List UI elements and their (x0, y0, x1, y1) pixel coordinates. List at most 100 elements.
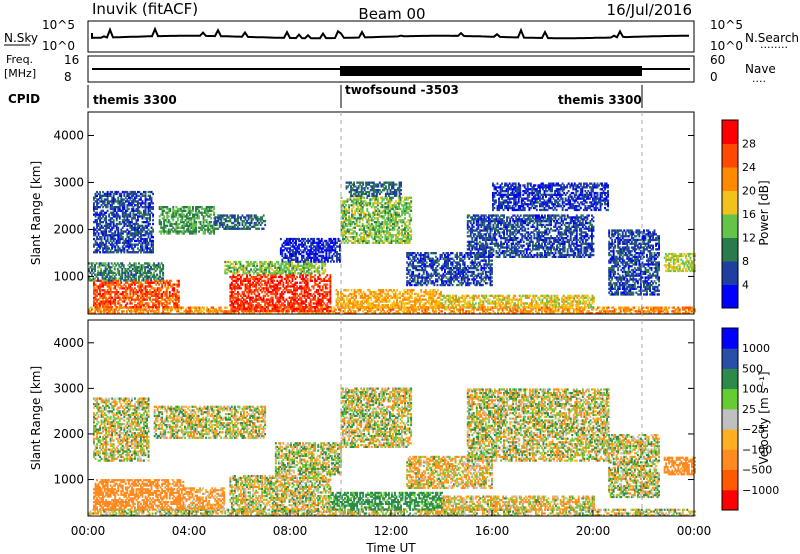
heatmap-cell (240, 261, 242, 263)
heatmap-cell (455, 295, 457, 297)
heatmap-cell (319, 285, 321, 287)
heatmap-cell (441, 310, 443, 312)
freq-label: Freq. (6, 53, 33, 66)
heatmap-cell (185, 210, 187, 212)
heatmap-cell (351, 289, 353, 291)
heatmap-cell (91, 307, 93, 309)
heatmap-cell (172, 206, 174, 208)
heatmap-cell (118, 270, 120, 272)
heatmap-cell (329, 306, 331, 308)
nave-band (340, 66, 642, 76)
heatmap-cell (485, 295, 487, 297)
heatmap-cell (210, 214, 212, 216)
heatmap-cell (178, 291, 180, 293)
heatmap-cell (271, 261, 273, 263)
heatmap-cell (99, 251, 101, 253)
heatmap-cell (583, 307, 585, 309)
heatmap-cell (170, 280, 172, 282)
cpid-segment-label: twofsound -3503 (345, 83, 459, 97)
heatmap-cell (213, 212, 215, 214)
heatmap-cell (478, 295, 480, 297)
heatmap-cell (382, 289, 384, 291)
heatmap-cell (234, 214, 236, 216)
heatmap-cell (529, 295, 531, 297)
heatmap-cell (490, 306, 492, 308)
freq-unit-label: [MHz] (4, 67, 36, 80)
heatmap-cell (277, 261, 279, 263)
heatmap-cell (508, 295, 510, 297)
heatmap-cell (126, 302, 128, 304)
heatmap-cell (126, 293, 128, 295)
heatmap-cell (417, 293, 419, 295)
nave-marker: .... (752, 72, 766, 85)
freq-tick-top: 16 (64, 53, 79, 67)
heatmap-cell (264, 220, 266, 222)
heatmap-cell (592, 306, 594, 308)
heatmap-cell (239, 222, 241, 224)
heatmap-cell (170, 306, 172, 308)
heatmap-cell (287, 310, 289, 312)
heatmap-cell (258, 228, 260, 230)
cpid-segment-label: themis 3300 (558, 93, 642, 107)
heatmap-cell (355, 310, 357, 312)
nsky-trace (92, 29, 689, 38)
heatmap-cell (551, 295, 553, 297)
heatmap-cell (117, 227, 119, 229)
heatmap-cell (120, 304, 122, 306)
heatmap-cell (148, 302, 150, 304)
heatmap-cell (337, 291, 339, 293)
heatmap-cell (318, 270, 320, 272)
heatmap-cell (108, 262, 110, 264)
heatmap-cell (296, 282, 298, 284)
heatmap-cell (291, 261, 293, 263)
heatmap-cell (169, 208, 171, 210)
heatmap-cell (633, 307, 635, 309)
heatmap-cell (203, 307, 205, 309)
heatmap-cell (311, 310, 313, 312)
heatmap-cell (169, 291, 171, 293)
heatmap-cell (122, 236, 124, 238)
nsearch-tick-top: 10^5 (710, 18, 743, 32)
heatmap-cell (113, 219, 115, 221)
heatmap-cell (558, 299, 560, 301)
heatmap-cell (475, 302, 477, 304)
heatmap-cell (558, 302, 560, 304)
freq-tick-bottom: 8 (64, 70, 72, 84)
heatmap-cell (142, 284, 144, 286)
heatmap-cell (100, 268, 102, 270)
heatmap-cell (149, 262, 151, 264)
heatmap-cell (123, 264, 125, 266)
heatmap-cell (210, 221, 212, 223)
heatmap-cell (240, 287, 242, 289)
heatmap-cell (226, 307, 228, 309)
heatmap-cell (440, 291, 442, 293)
heatmap-cell (162, 272, 164, 274)
heatmap-cell (599, 307, 601, 309)
heatmap-cell (182, 307, 184, 309)
heatmap-cell (282, 308, 284, 310)
heatmap-cell (615, 308, 617, 310)
heatmap-cell (200, 221, 202, 223)
heatmap-cell (310, 289, 312, 291)
heatmap-cell (357, 300, 359, 302)
heatmap-cell (192, 206, 194, 208)
heatmap-cell (311, 270, 313, 272)
heatmap-cell (163, 215, 165, 217)
heatmap-cell (326, 287, 328, 289)
heatmap-cell (514, 295, 516, 297)
nsky-tick-bottom: 10^0 (42, 39, 75, 53)
heatmap-cell (162, 264, 164, 266)
heatmap-cell (273, 280, 275, 282)
heatmap-cell (311, 280, 313, 282)
heatmap-cell (335, 308, 337, 310)
heatmap-cell (98, 232, 100, 234)
heatmap-cell (387, 304, 389, 306)
heatmap-cell (135, 262, 137, 264)
heatmap-cell (220, 307, 222, 309)
heatmap-cell (261, 284, 263, 286)
heatmap-cell (128, 208, 130, 210)
heatmap-cell (343, 299, 345, 301)
heatmap-cell (324, 268, 326, 270)
heatmap-cell (167, 306, 169, 308)
